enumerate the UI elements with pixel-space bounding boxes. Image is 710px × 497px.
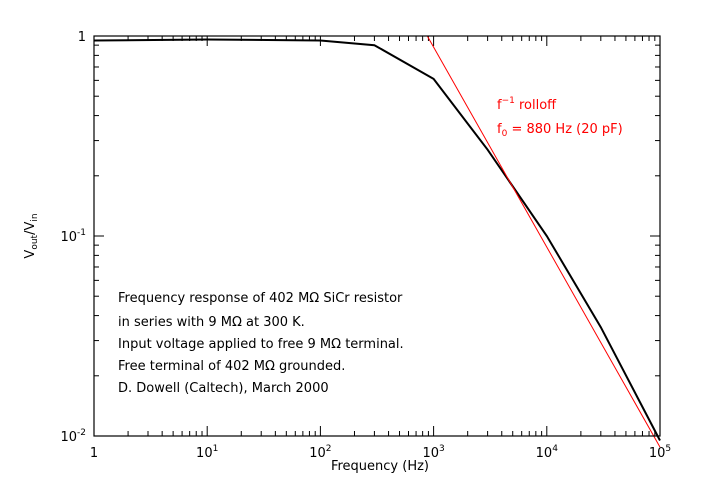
f0-f: f bbox=[497, 122, 502, 137]
f0-sub: 0 bbox=[502, 129, 508, 139]
x-tick-labels: 1 101 102 103 104 105 bbox=[90, 444, 671, 461]
y-label-slash: /V bbox=[23, 222, 38, 235]
major-tick-group bbox=[93, 35, 661, 437]
y-tick-label: 10-1 bbox=[60, 228, 86, 245]
x-tick-label: 101 bbox=[196, 444, 218, 461]
rolloff-f: f bbox=[497, 98, 502, 113]
annotation-line: Input voltage applied to free 9 MΩ termi… bbox=[118, 337, 404, 352]
plot-frame bbox=[93, 35, 661, 437]
x-tick-label: 105 bbox=[649, 444, 671, 461]
x-tick-label: 1 bbox=[90, 446, 98, 461]
y-tick-label: 1 bbox=[78, 30, 86, 45]
x-tick-label: 103 bbox=[422, 444, 444, 461]
rolloff-exp: −1 bbox=[502, 96, 515, 106]
y-label-sub-den: in bbox=[30, 213, 40, 221]
annotation-line: in series with 9 MΩ at 300 K. bbox=[118, 315, 305, 330]
annotation-line: Free terminal of 402 MΩ grounded. bbox=[118, 359, 345, 374]
y-label-base: V bbox=[23, 250, 38, 259]
x-axis-label: Frequency (Hz) bbox=[331, 459, 429, 474]
minor-tick-group bbox=[94, 36, 660, 436]
y-axis-label: Vout/Vin bbox=[23, 213, 40, 258]
f0-rest: = 880 Hz (20 pF) bbox=[507, 122, 622, 137]
x-tick-label: 104 bbox=[536, 444, 559, 461]
f0-label: f0 = 880 Hz (20 pF) bbox=[497, 122, 623, 139]
y-tick-label: 10-2 bbox=[60, 428, 86, 445]
annotation-line: D. Dowell (Caltech), March 2000 bbox=[118, 381, 329, 396]
y-tick-labels: 1 10-1 10-2 bbox=[60, 30, 86, 445]
rolloff-rest: rolloff bbox=[515, 98, 557, 113]
y-label-sub-num: out bbox=[30, 234, 40, 249]
rolloff-label: f−1 rolloff bbox=[497, 96, 557, 113]
annotation-line: Frequency response of 402 MΩ SiCr resist… bbox=[118, 291, 403, 306]
annotation-block: Frequency response of 402 MΩ SiCr resist… bbox=[118, 291, 404, 396]
x-tick-label: 102 bbox=[309, 444, 331, 461]
measured-response-line bbox=[93, 38, 661, 441]
